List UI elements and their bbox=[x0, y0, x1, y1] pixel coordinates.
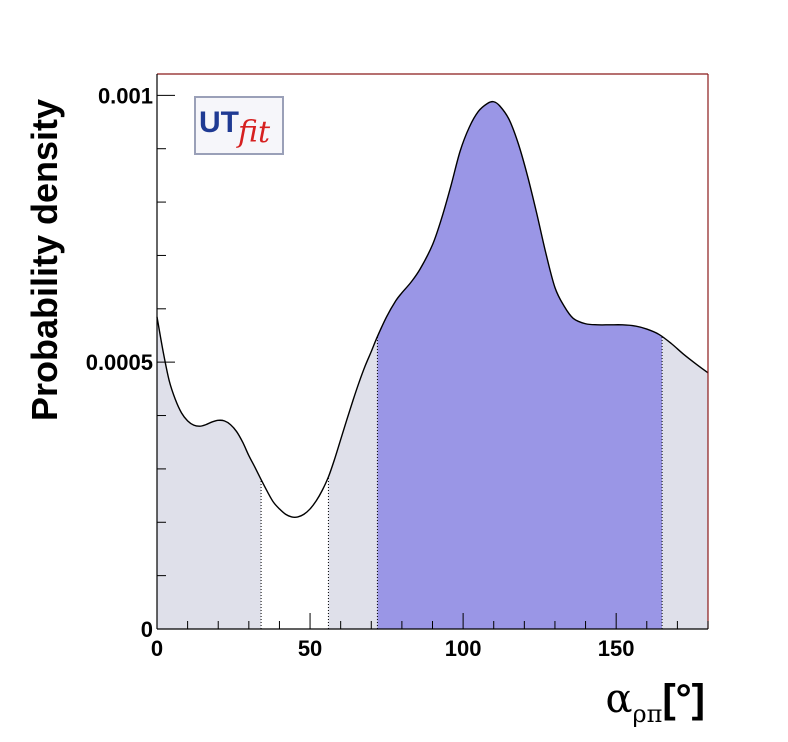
y-tick-label-0: 0 bbox=[141, 617, 153, 642]
x-axis-label-symbol: α bbox=[605, 676, 632, 722]
density-curve bbox=[156, 100, 709, 518]
y-tick-label-0.0005: 0.0005 bbox=[86, 350, 153, 375]
y-axis-label: Probability density bbox=[24, 99, 65, 421]
x-axis-label-subscript: ρπ bbox=[632, 700, 662, 728]
x-tick-label-150: 150 bbox=[598, 636, 635, 661]
curve-layer bbox=[156, 100, 709, 518]
band-3 bbox=[662, 336, 708, 629]
y-tick-label-0.001: 0.001 bbox=[98, 83, 153, 108]
probability-bands bbox=[156, 101, 708, 629]
axis-ticks: 0 50 100 150 0 0.0005 0.001 bbox=[86, 83, 709, 661]
x-axis-label: αρπ[°] bbox=[605, 676, 705, 728]
band-0 bbox=[157, 316, 262, 629]
svg-text:αρπ[°]: αρπ[°] bbox=[605, 676, 705, 728]
x-tick-label-100: 100 bbox=[445, 636, 482, 661]
x-tick-label-0: 0 bbox=[151, 636, 163, 661]
logo-ut-text: UT bbox=[199, 106, 239, 139]
utfit-logo: UT fit bbox=[194, 96, 284, 155]
x-tick-label-50: 50 bbox=[298, 636, 322, 661]
band-1 bbox=[328, 336, 378, 629]
x-axis-label-unit: [°] bbox=[662, 677, 705, 721]
logo-fit-text: fit bbox=[236, 115, 271, 150]
band-2 bbox=[377, 101, 663, 629]
